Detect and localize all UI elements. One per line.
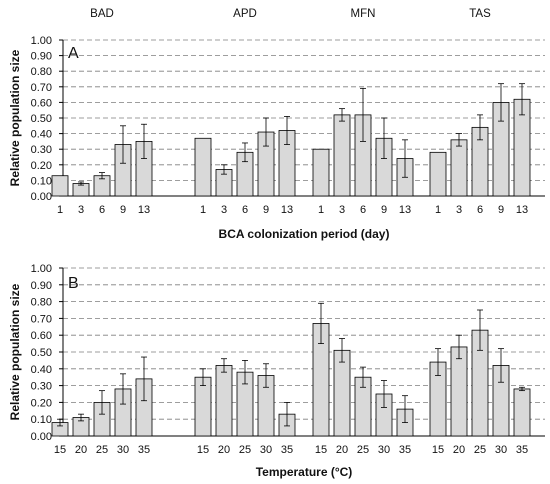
y-tick-label: 0.60 [31, 97, 52, 109]
panel-b: 0.00 0.10 0.20 0.30 0.40 0.50 0.60 0.70 0.80 0.90… [8, 263, 545, 479]
x-tick-label: 1 [200, 204, 206, 216]
x-axis-label: Temperature (°C) [256, 465, 353, 479]
y-tick-label: 0.40 [31, 364, 52, 376]
x-tick-label: 25 [239, 444, 251, 456]
y-tick-label: 0.30 [31, 144, 52, 156]
y-tick-label: 0.80 [31, 297, 52, 309]
y-tick-label: 0.70 [31, 313, 52, 325]
x-tick-label: 6 [242, 204, 248, 216]
panel-label: A [68, 45, 79, 62]
y-tick-label: 0.30 [31, 381, 52, 393]
bar [450, 346, 468, 437]
group-label: APD [233, 8, 257, 20]
x-tick-label: 35 [281, 444, 293, 456]
bar [513, 388, 531, 437]
y-tick-label: 0.40 [31, 129, 52, 141]
y-tick-label: 0.70 [31, 82, 52, 94]
x-tick-label: 15 [54, 444, 66, 456]
x-tick-label: 30 [117, 444, 129, 456]
x-tick-label: 1 [435, 204, 441, 216]
x-tick-label: 3 [221, 204, 227, 216]
x-tick-label: 35 [399, 444, 411, 456]
x-tick-label: 13 [281, 204, 293, 216]
bar [333, 114, 351, 197]
x-tick-label: 13 [516, 204, 528, 216]
x-tick-label: 25 [357, 444, 369, 456]
x-tick-label: 20 [336, 444, 348, 456]
panel-a: 0.00 0.10 0.20 0.30 0.40 0.50 0.60 0.70 0.80 0.90… [8, 8, 545, 241]
y-tick-label: 0.10 [31, 414, 52, 426]
x-tick-label: 1 [57, 204, 63, 216]
x-tick-label: 20 [218, 444, 230, 456]
y-tick-label: 1.00 [31, 35, 52, 47]
y-tick-label: 0.00 [31, 431, 52, 443]
x-tick-label: 25 [474, 444, 486, 456]
y-axis-label: Relative population size [8, 49, 22, 186]
bar [450, 139, 468, 197]
x-tick-label: 13 [138, 204, 150, 216]
group-label: MFN [351, 8, 376, 20]
bar [429, 151, 447, 197]
bar [312, 148, 330, 197]
x-tick-label: 35 [516, 444, 528, 456]
y-tick-label: 1.00 [31, 263, 52, 275]
y-tick-label: 0.00 [31, 191, 52, 203]
bar [333, 349, 351, 437]
x-tick-label: 15 [197, 444, 209, 456]
bar [194, 137, 212, 197]
x-tick-label: 20 [453, 444, 465, 456]
x-tick-label: 9 [381, 204, 387, 216]
y-tick-label: 0.50 [31, 113, 52, 125]
x-tick-label: 20 [75, 444, 87, 456]
x-tick-label: 15 [432, 444, 444, 456]
x-tick-label: 6 [360, 204, 366, 216]
y-tick-label: 0.20 [31, 160, 52, 172]
bar [215, 365, 233, 437]
x-tick-label: 6 [99, 204, 105, 216]
y-tick-label: 0.90 [31, 51, 52, 63]
x-tick-label: 6 [477, 204, 483, 216]
x-tick-label: 25 [96, 444, 108, 456]
x-axis-label: BCA colonization period (day) [219, 227, 390, 241]
y-tick-label: 0.80 [31, 66, 52, 78]
bar [194, 376, 212, 437]
bar [51, 175, 69, 197]
x-tick-label: 30 [495, 444, 507, 456]
x-tick-label: 15 [315, 444, 327, 456]
y-axis-label: Relative population size [8, 283, 22, 420]
x-tick-label: 9 [498, 204, 504, 216]
y-tick-label: 0.20 [31, 397, 52, 409]
x-tick-label: 30 [260, 444, 272, 456]
panel-label: B [68, 275, 79, 292]
group-label: BAD [90, 8, 114, 20]
x-tick-label: 9 [120, 204, 126, 216]
x-tick-label: 13 [399, 204, 411, 216]
y-tick-label: 0.50 [31, 347, 52, 359]
y-tick-label: 0.10 [31, 175, 52, 187]
x-tick-label: 9 [263, 204, 269, 216]
y-tick-label: 0.60 [31, 330, 52, 342]
x-tick-label: 1 [318, 204, 324, 216]
x-tick-label: 30 [378, 444, 390, 456]
x-tick-label: 3 [339, 204, 345, 216]
x-tick-label: 35 [138, 444, 150, 456]
y-tick-label: 0.90 [31, 280, 52, 292]
x-tick-label: 3 [78, 204, 84, 216]
group-label: TAS [469, 8, 491, 20]
x-tick-label: 3 [456, 204, 462, 216]
